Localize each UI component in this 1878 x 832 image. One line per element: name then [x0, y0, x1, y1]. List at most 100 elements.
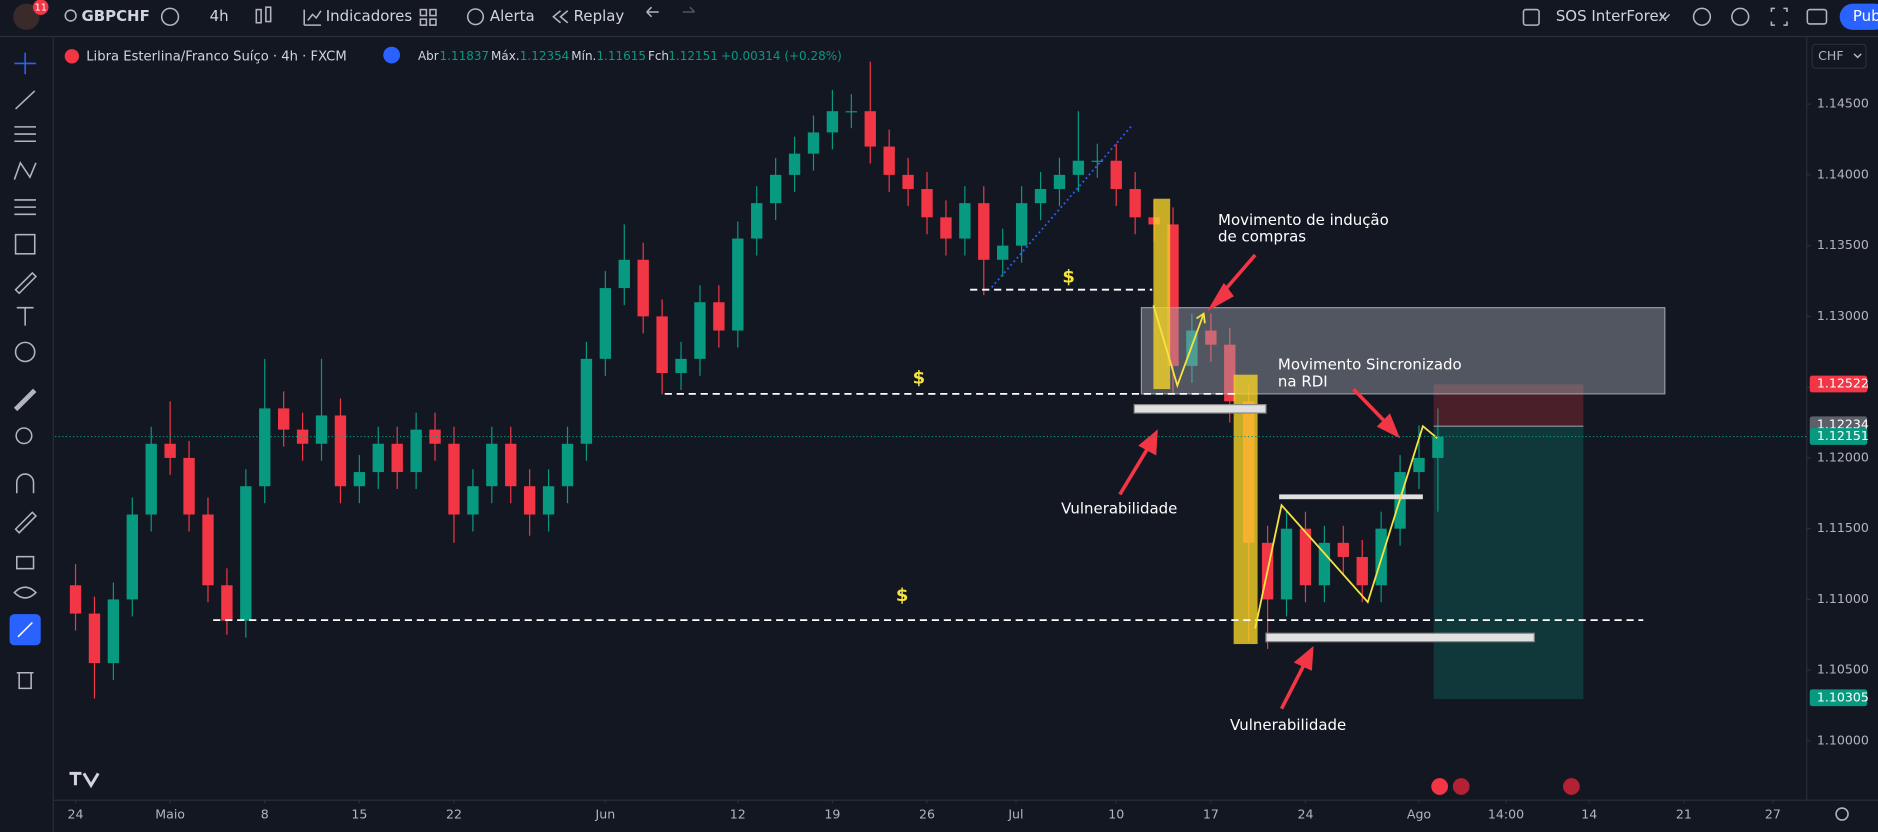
currency-selector[interactable] [1811, 43, 1867, 69]
axes: 1.10000 1.10500 1.11000 1.11500 1.12000 1.125… [55, 96, 1869, 822]
visibility-tool[interactable] [13, 586, 38, 599]
legend-high-label: Máx. [491, 49, 520, 63]
candle-body [259, 408, 271, 487]
checkbox[interactable] [1522, 8, 1540, 26]
event-icon[interactable] [1563, 778, 1580, 795]
zoom-tool[interactable] [15, 427, 33, 445]
legend-high: 1.12354 [520, 49, 570, 63]
magnet-tool[interactable] [15, 473, 35, 494]
candle-body [1110, 160, 1122, 190]
link-icon [17, 621, 33, 638]
fullscreen-icon[interactable] [1770, 7, 1788, 26]
event-icon[interactable] [1452, 778, 1470, 795]
legend-close: 1.12151 [668, 49, 718, 63]
x-tick-label: 24 [1297, 807, 1313, 822]
broker-name[interactable]: SOS InterForex [1556, 7, 1668, 25]
lock-draw-tool[interactable] [14, 511, 38, 534]
ruler-tool[interactable] [13, 388, 37, 412]
candle-body [391, 443, 403, 473]
delete-tool[interactable] [16, 672, 34, 690]
text-tool[interactable] [16, 306, 34, 326]
lock-tool[interactable] [15, 555, 35, 570]
indicators-button[interactable]: Indicadores [326, 7, 413, 25]
candle-body [164, 443, 176, 458]
candle-body [788, 153, 801, 175]
emoji-tool[interactable] [14, 341, 36, 363]
candle-body [1280, 528, 1293, 600]
symbol[interactable]: GBPCHF [81, 7, 149, 25]
shape-tool[interactable] [14, 233, 36, 255]
candle-body [864, 111, 876, 147]
candle-body [315, 415, 328, 444]
layout-icon [429, 8, 437, 17]
undo-icon[interactable] [646, 6, 659, 18]
fib-tool[interactable] [14, 126, 36, 143]
candle-body [561, 443, 574, 487]
publish-button[interactable] [1839, 3, 1878, 30]
avatar[interactable] [13, 3, 40, 30]
pattern-tool[interactable] [13, 161, 37, 180]
trendline-tool[interactable] [15, 90, 36, 110]
price-label-text: 1.12151 [1817, 428, 1869, 443]
annotation: Vulnerabilidade [1061, 499, 1177, 517]
quick-search-icon[interactable] [1692, 7, 1712, 26]
annotation: na RDI [1278, 372, 1328, 390]
legend-toggle[interactable] [383, 46, 401, 64]
crosshair-tool[interactable] [14, 52, 36, 75]
legend-change: +0.00314 (+0.28%) [721, 49, 842, 63]
replay-button[interactable]: Replay [574, 7, 625, 25]
annotation: de compras [1218, 228, 1306, 246]
price-label [1809, 375, 1868, 393]
highlight-box [1153, 198, 1171, 390]
y-tick-label: 1.14500 [1817, 96, 1869, 111]
x-tick-label: 24 [68, 807, 84, 822]
add-symbol-icon[interactable] [160, 7, 180, 26]
x-tick-label: Maio [155, 807, 185, 822]
candle-body [429, 429, 441, 444]
candle-body [675, 358, 687, 373]
x-tick-label: 14:00 [1488, 807, 1524, 822]
red-arrow [1118, 429, 1158, 496]
candle-icon[interactable] [255, 8, 262, 24]
redo-icon[interactable] [682, 6, 696, 13]
legend-open: 1.11837 [440, 49, 490, 63]
candle-body [145, 443, 157, 515]
dollar-mark: $ [913, 367, 926, 388]
vulnerability-bar [1265, 632, 1535, 643]
event-icon[interactable] [1431, 778, 1449, 795]
alert-button[interactable]: Alerta [490, 7, 535, 25]
candle-body [334, 415, 347, 487]
price-label-text: 1.12234 [1817, 416, 1869, 431]
axis-settings[interactable] [1835, 807, 1849, 821]
candle-body [221, 585, 233, 621]
highlight-box [1233, 374, 1258, 645]
candle-body [751, 203, 763, 239]
candle-body [1356, 556, 1368, 586]
settings-icon[interactable] [1731, 7, 1750, 26]
red-arrow [1207, 253, 1257, 312]
legend-title: Libra Esterlina/Franco Suíço · 4h · FXCM [86, 48, 347, 64]
snapshot-icon[interactable] [1806, 8, 1828, 25]
candle-body [448, 443, 460, 515]
y-tick-label: 1.13000 [1817, 308, 1869, 323]
candle-body [202, 514, 214, 586]
x-tick-label: 12 [730, 807, 746, 822]
annotation: Vulnerabilidade [1230, 716, 1346, 734]
candle-body [997, 245, 1009, 260]
x-tick-label: 27 [1765, 807, 1781, 822]
forecast-tool[interactable] [14, 199, 36, 216]
y-tick-label: 1.11500 [1817, 520, 1869, 535]
candle-icon [265, 6, 272, 23]
layout-icon[interactable] [419, 8, 428, 17]
left-toolbar [9, 37, 54, 832]
x-tick-label: 14 [1581, 807, 1597, 822]
drawings: Movimento de indução de compras Moviment… [213, 125, 1666, 734]
alert-icon [466, 8, 485, 26]
interval[interactable]: 4h [210, 7, 229, 25]
price-label [1809, 428, 1868, 445]
x-tick-label: Jun [595, 807, 616, 822]
candle-body [523, 486, 536, 515]
brush-tool[interactable] [14, 271, 38, 295]
badge [32, 0, 49, 15]
